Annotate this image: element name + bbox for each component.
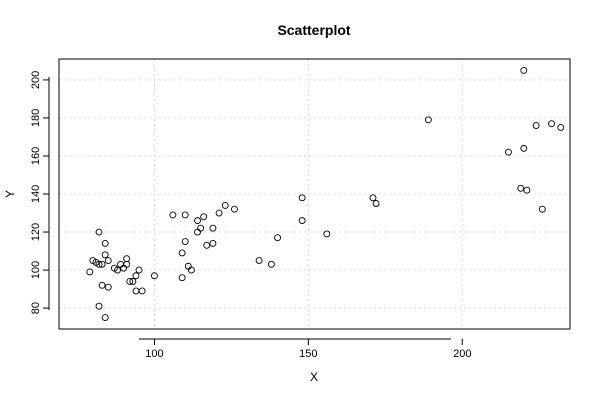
data-point	[114, 266, 121, 274]
y-tick-label: 80	[30, 302, 42, 314]
data-point	[424, 116, 432, 124]
x-axis-label: X	[310, 370, 318, 384]
y-tick-label: 180	[30, 109, 42, 127]
data-point	[150, 272, 158, 280]
y-axis-ticks: 80 100 120 140 160 180 200	[30, 71, 49, 314]
grid-lines	[59, 59, 570, 329]
data-point	[95, 228, 103, 236]
data-point	[523, 186, 531, 194]
data-point	[98, 281, 106, 289]
plot-frame	[58, 58, 571, 330]
data-point	[221, 201, 229, 209]
data-point	[123, 260, 131, 268]
data-point	[181, 211, 189, 219]
x-tick-label: 200	[453, 348, 471, 360]
data-point	[181, 238, 189, 245]
y-tick-label: 200	[30, 71, 42, 89]
data-point	[95, 260, 103, 268]
x-axis-ticks: 100 150 200	[145, 339, 471, 360]
data-point	[557, 124, 565, 131]
data-point	[194, 217, 201, 225]
data-point	[520, 66, 528, 74]
chart-title: Scatterplot	[277, 22, 350, 38]
data-point	[178, 249, 186, 257]
data-point	[138, 287, 146, 295]
data-point	[101, 314, 109, 322]
data-point	[187, 266, 195, 274]
data-point	[538, 205, 546, 213]
data-point	[548, 120, 555, 128]
y-tick-label: 100	[30, 261, 42, 279]
data-point	[255, 257, 263, 264]
data-point	[184, 262, 192, 270]
data-point	[200, 213, 208, 221]
data-point	[86, 268, 94, 276]
data-point	[323, 230, 331, 238]
data-point	[135, 266, 143, 274]
x-tick-label: 150	[299, 348, 317, 360]
data-point	[274, 234, 282, 242]
data-point	[517, 184, 525, 192]
y-tick-label: 140	[30, 185, 42, 203]
data-point	[215, 209, 223, 217]
data-point	[169, 211, 177, 219]
data-points	[86, 66, 565, 322]
data-point	[369, 194, 377, 202]
data-point	[520, 144, 528, 152]
data-point	[532, 122, 540, 129]
data-point	[120, 264, 128, 272]
data-point	[267, 260, 275, 268]
data-point	[298, 217, 306, 225]
data-point	[132, 272, 140, 280]
data-point	[132, 287, 140, 295]
data-point	[117, 260, 125, 268]
data-point	[104, 283, 112, 291]
y-tick-label: 160	[30, 147, 42, 165]
data-point	[372, 200, 380, 207]
y-tick-label: 120	[30, 223, 42, 241]
data-point	[126, 278, 134, 285]
data-point	[101, 251, 109, 259]
data-point	[178, 274, 186, 282]
data-point	[209, 239, 217, 247]
data-point	[101, 239, 109, 247]
data-point	[95, 302, 103, 310]
y-axis-label: Y	[3, 190, 17, 198]
data-point	[129, 278, 137, 285]
data-point	[203, 241, 211, 249]
data-point	[98, 260, 106, 268]
data-point	[298, 194, 306, 202]
data-point	[123, 255, 131, 263]
x-tick-label: 100	[145, 348, 163, 360]
data-point	[104, 257, 112, 264]
data-point	[197, 224, 205, 232]
data-point	[231, 205, 238, 213]
data-point	[504, 148, 512, 156]
data-point	[209, 224, 217, 232]
